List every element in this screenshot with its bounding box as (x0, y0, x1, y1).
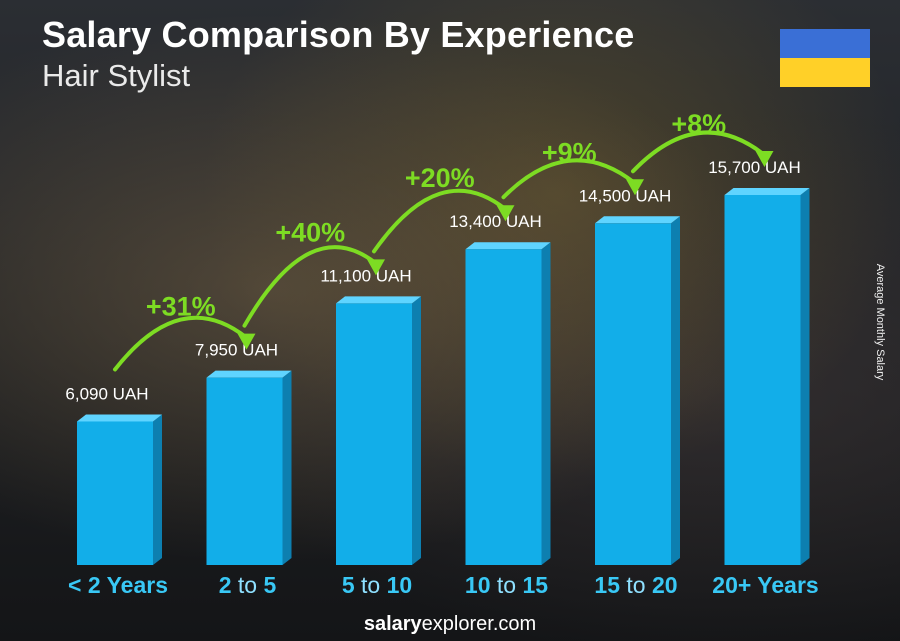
bar-top-2 (336, 296, 421, 304)
brand-rest: explorer.com (421, 613, 537, 635)
brand-bold: salary (363, 613, 422, 635)
bar-side-0 (153, 414, 162, 565)
bar-top-1 (206, 370, 292, 378)
bar-4 (595, 223, 671, 565)
bar-side-3 (541, 242, 551, 565)
bar-top-5 (724, 188, 810, 195)
increase-label-2: +20% (405, 163, 475, 193)
value-label-4: 14,500 UAH (579, 186, 672, 205)
axis-label-average-monthly-salary: Average Monthly Salary (874, 263, 886, 381)
increase-arrow-4 (631, 130, 767, 174)
chart-subtitle: Hair Stylist (42, 58, 191, 93)
value-label-5: 15,700 UAH (708, 158, 801, 177)
increase-label-3: +9% (542, 137, 597, 167)
bar-side-5 (800, 188, 810, 565)
category-label-5: 20+ Years (712, 572, 818, 598)
bar-3 (465, 249, 542, 565)
increase-arrowhead-2 (496, 205, 515, 222)
flag-bottom-stripe (780, 58, 870, 87)
category-label-4: 15 to 20 (594, 572, 677, 598)
value-label-0: 6,090 UAH (65, 384, 148, 403)
increase-arrowhead-0 (237, 333, 256, 350)
bar-5 (724, 195, 801, 565)
increase-arrow-3 (501, 158, 637, 200)
bar-top-4 (595, 216, 680, 224)
increase-label-4: +8% (671, 109, 726, 139)
bar-top-0 (77, 414, 162, 422)
category-label-1: 2 to 5 (219, 572, 277, 598)
value-label-2: 11,100 UAH (320, 266, 411, 285)
bar-side-2 (412, 296, 421, 565)
increase-arrowhead-4 (755, 151, 774, 167)
value-label-1: 7,950 UAH (195, 341, 278, 360)
chart-title: Salary Comparison By Experience (42, 14, 635, 55)
increase-arrowhead-3 (626, 179, 644, 196)
bar-side-1 (282, 370, 292, 565)
category-label-2: 5 to 10 (342, 572, 412, 598)
increase-arrow-0 (113, 315, 249, 372)
ukraine-flag-icon (780, 29, 870, 87)
category-label-0: < 2 Years (68, 572, 168, 598)
bar-2 (336, 303, 412, 565)
bar-1 (206, 377, 283, 565)
flag-top-stripe (780, 29, 870, 58)
increase-label-1: +40% (275, 217, 345, 247)
increase-arrow-2 (372, 188, 508, 254)
bar-top-3 (465, 242, 551, 250)
bar-side-4 (671, 216, 680, 565)
category-label-3: 10 to 15 (465, 572, 548, 598)
site-brand[interactable]: salaryexplorer.com (0, 613, 900, 636)
increase-arrow-1 (242, 245, 378, 328)
bar-0 (77, 421, 153, 565)
increase-label-0: +31% (146, 292, 216, 322)
increase-arrowhead-1 (367, 259, 385, 276)
value-label-3: 13,400 UAH (449, 212, 542, 231)
